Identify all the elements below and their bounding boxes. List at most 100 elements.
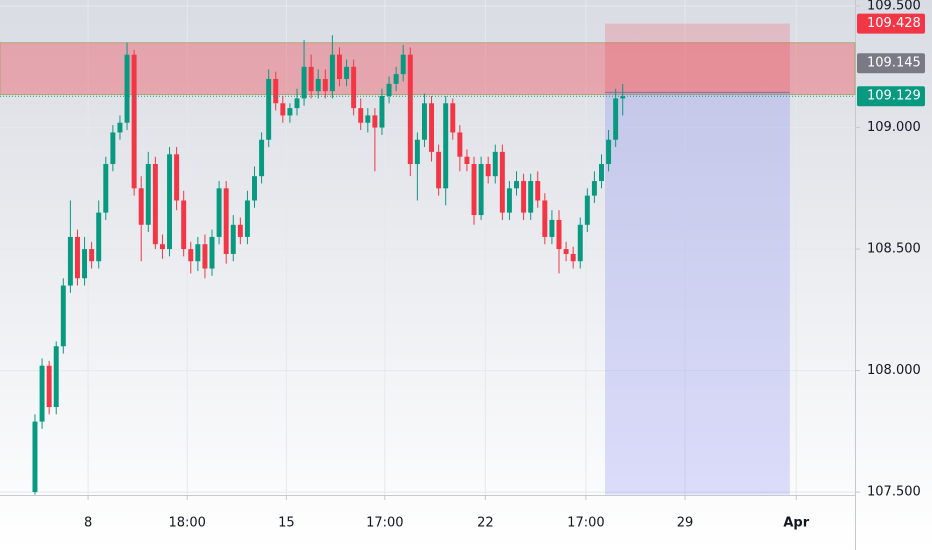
candle-body — [450, 103, 456, 133]
candle-body — [67, 236, 73, 286]
candle-body — [195, 244, 201, 262]
candle-body — [322, 78, 328, 92]
candle-body — [32, 421, 38, 493]
y-tick-label: 107.500 — [867, 485, 921, 500]
candle-body — [159, 244, 165, 250]
x-tick-label: 17:00 — [567, 516, 604, 531]
candle-body — [329, 54, 335, 92]
price-tag: 109.428 — [867, 16, 921, 31]
candle-body — [181, 200, 187, 250]
candle-body — [308, 66, 314, 92]
x-tick-label: 15 — [278, 516, 295, 531]
candle-body — [606, 139, 612, 165]
candle-body — [46, 365, 52, 408]
candle-body — [577, 224, 583, 262]
candle-body — [471, 164, 477, 216]
stop-zone — [605, 23, 790, 93]
price-tag-box — [857, 13, 925, 34]
candle-body — [542, 200, 548, 237]
candle-body — [506, 188, 512, 213]
candle-body — [230, 224, 236, 254]
candle-body — [259, 139, 265, 177]
candle-body — [223, 188, 229, 254]
candle-body — [464, 156, 470, 165]
candle-body — [244, 200, 250, 237]
resistance-zone — [0, 42, 856, 95]
candle-body — [421, 103, 427, 140]
candle-body — [202, 244, 208, 269]
candle-body — [443, 103, 449, 189]
candle-body — [535, 181, 541, 201]
candle-body — [287, 108, 293, 116]
candle-body — [528, 181, 534, 213]
candle-body — [188, 249, 194, 262]
candle-body — [584, 195, 590, 225]
candle-body — [344, 66, 350, 79]
candle-body — [358, 108, 364, 123]
candle-body — [131, 54, 137, 189]
candle-body — [252, 176, 257, 201]
candle-body — [414, 139, 420, 165]
candle-body — [478, 164, 484, 216]
candle-body — [514, 181, 519, 189]
target-zone — [605, 92, 790, 495]
candle-body — [82, 249, 88, 279]
candle-body — [591, 181, 597, 196]
candle-body — [301, 66, 307, 99]
candle-body — [499, 151, 505, 213]
price-tag-box — [857, 53, 925, 74]
candle-body — [266, 78, 272, 140]
candle-body — [400, 54, 406, 75]
candle-body — [209, 236, 215, 269]
candle-body — [549, 219, 555, 237]
candle-body — [521, 181, 527, 213]
candle-body — [393, 74, 399, 84]
price-tag: 109.145 — [867, 56, 921, 71]
candle-body — [613, 98, 619, 140]
candle-body — [407, 54, 413, 165]
candle-body — [174, 154, 180, 201]
candle-body — [145, 164, 151, 225]
candle-body — [117, 122, 123, 133]
candle-body — [103, 164, 109, 213]
candle-body — [60, 285, 66, 347]
candle-body — [124, 54, 130, 123]
x-tick-label: 8 — [84, 516, 92, 531]
candle-body — [53, 346, 59, 408]
candle-body — [379, 95, 385, 128]
y-tick-label: 108.500 — [867, 242, 921, 257]
candle-body — [365, 115, 371, 123]
candle-body — [39, 365, 45, 422]
candle-body — [216, 188, 222, 237]
candle-body — [556, 219, 562, 250]
candle-body — [237, 224, 243, 237]
x-tick-label: Apr — [783, 516, 809, 531]
candle-body — [457, 132, 463, 157]
x-tick-label: 18:00 — [168, 516, 205, 531]
x-tick-label: 29 — [677, 516, 694, 531]
candle-body — [351, 66, 357, 109]
plot — [0, 0, 856, 495]
candle-body — [280, 103, 286, 116]
y-tick-label: 108.000 — [867, 363, 921, 378]
candle-body — [152, 164, 158, 245]
candle-body — [315, 78, 321, 92]
candle-body — [620, 96, 626, 99]
candle-body — [337, 54, 342, 79]
x-tick-label: 22 — [477, 516, 494, 531]
candle-body — [372, 115, 378, 128]
candle-body — [492, 151, 498, 177]
y-tick-label: 109.000 — [867, 120, 921, 135]
candle-body — [96, 212, 102, 262]
candle-body — [273, 78, 279, 104]
y-tick-label: 109.500 — [867, 0, 921, 14]
candle-body — [89, 249, 95, 262]
candle-body — [138, 188, 144, 225]
x-tick-label: 17:00 — [366, 516, 403, 531]
candle-body — [167, 154, 173, 250]
candle-body — [563, 249, 569, 254]
candle-body — [436, 151, 442, 189]
